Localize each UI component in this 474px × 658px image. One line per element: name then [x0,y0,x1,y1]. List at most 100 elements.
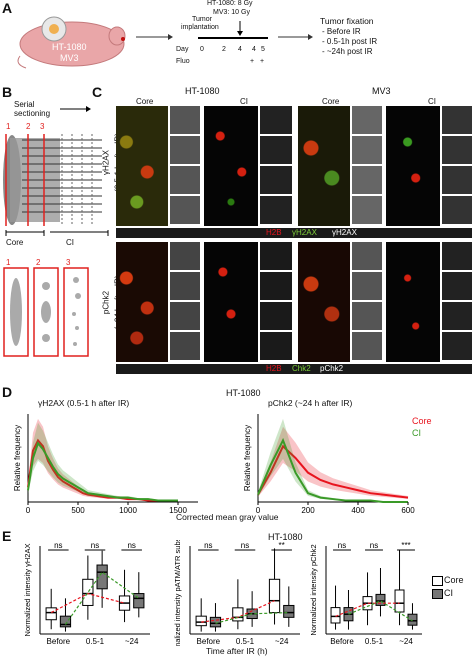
day-0: 0 [200,46,204,53]
y-axis-label: Normalized intensity pATM/ATR substrates [173,540,182,646]
mouse-illustration [17,16,126,69]
e-legend-core: Core [444,575,464,585]
x-tick-label: 0 [26,506,31,514]
x-tick-label: 1000 [119,506,137,514]
section-slices [3,267,89,357]
significance-label: ns [241,541,249,550]
fixation-title: Tumor fixation [320,16,374,26]
box [268,578,281,614]
box [195,615,207,627]
box [394,589,405,613]
e-legend-ci-swatch [432,589,443,599]
slice-num-2: 2 [36,258,41,267]
micro2-ht-core-zoom [170,242,200,362]
core-label-b: Core [6,238,24,247]
chart-e3: Before ns 0.5-1 ns ~24 *** Normalized intensit… [309,541,422,646]
panel-d-header: HT-1080 [226,388,261,398]
x-tick-label: ~24 [275,637,289,646]
sectioning-label: sectioning [14,109,51,118]
section-num-3: 3 [40,122,45,131]
box [407,613,418,626]
trend-ci [215,611,289,624]
area-core [258,426,408,502]
significance-label: ns [338,541,346,550]
chart-d2: 0 200 400 600 Relative frequency [243,414,415,514]
mouse-label-mv: MV3 [60,53,79,63]
mouse-label-ht: HT-1080 [52,42,87,52]
panel-label-a: A [2,0,13,16]
fluo-label: Fluo [176,58,190,65]
trend-core [335,602,400,617]
ci-label-b: CI [66,238,74,247]
x-tick-label: ~24 [399,637,413,646]
box [82,578,94,606]
micro-mv-ci-zoom [442,106,472,226]
x-tick-label: ~24 [125,637,139,646]
fixation-item-3: - ~24h post IR [322,47,373,56]
e-legend-core-swatch [432,576,443,586]
core-ci-brackets [5,230,109,236]
box [96,564,108,590]
box [59,615,72,628]
x-tick-label: Before [330,637,354,646]
micro-ht-ci-merge [204,106,258,226]
area-ci [258,418,408,502]
micro-ht-core-merge [116,106,168,226]
core-mv: Core [322,97,340,106]
significance-label: *** [401,541,410,550]
slice-num-3: 3 [66,258,71,267]
d-xlabel: Corrected mean gray value [176,512,279,522]
micro2-ht-ci-merge [204,242,258,362]
box [133,593,145,609]
x-tick-label: 0 [256,506,261,514]
y-axis-label: Normalized intensity γH2AX [23,544,32,637]
arrow-icon [136,34,173,40]
dose-ht: HT-1080: 8 Gy [207,0,253,7]
day-5: 5 [261,46,265,53]
micro2-ht-ci-zoom [260,242,292,362]
fixation-item-1: - Before IR [322,27,361,36]
area-core [28,418,178,502]
box [330,607,341,624]
ci-mv: CI [428,97,436,106]
significance-label: ns [91,541,99,550]
trend-ci [64,571,140,625]
e-legend-ci: CI [444,588,453,598]
e-xlabel: Time after IR (h) [206,646,268,656]
arrow-icon-2 [278,34,313,40]
micro2-mv-core-zoom [352,242,382,362]
chart-d1: 0 500 1000 1500 Relative frequency [13,414,198,514]
micro2-mv-ci-zoom [442,242,472,362]
micro2-mv-core-merge [298,242,350,362]
mv-header: MV3 [372,86,391,96]
panel-label-c: C [92,84,103,100]
d-legend-core: Core [412,416,432,426]
significance-label: ** [279,541,285,550]
day-4a: 4 [238,46,242,53]
significance-label: ns [204,541,212,550]
micro-ht-core-zoom [170,106,200,226]
trend-core [201,600,275,623]
x-tick-label: 1500 [169,506,187,514]
x-tick-label: 200 [301,506,315,514]
d1-title: γH2AX (0.5-1 h after IR) [38,398,130,408]
area-ci [28,422,178,502]
y-axis-label: Relative frequency [13,425,22,491]
legend2-pchk2: pChk2 [320,364,344,373]
x-tick-label: 0.5-1 [236,637,255,646]
panel-label-b: B [2,84,13,100]
legend2-h2b: H2B [266,364,282,373]
sectioning-diagram [3,134,102,226]
d2-title: pChk2 (~24 h after IR) [268,398,353,408]
significance-label: ns [54,541,62,550]
trend-core [50,592,125,614]
legend2-chk2: Chk2 [292,364,311,373]
legend-bar-1: H2B γH2AX γH2AX [116,228,472,238]
legend1-gh2ax-gray: γH2AX [332,228,357,237]
day-4b: 4 [252,46,256,53]
ci-ht: CI [240,97,248,106]
section-num-2: 2 [26,122,31,131]
panel-e-header: HT-1080 [268,532,303,542]
slice-num-1: 1 [6,258,11,267]
box [209,616,222,628]
